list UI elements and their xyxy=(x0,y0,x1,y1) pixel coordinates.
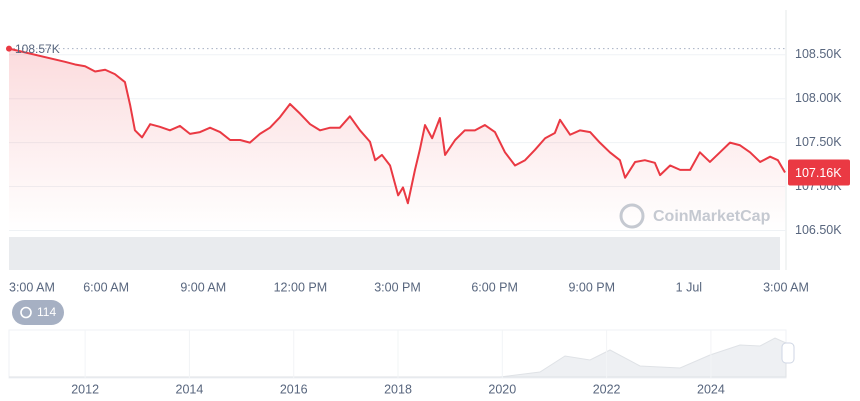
y-tick-label: 107.50K xyxy=(795,135,842,149)
y-tick-label: 108.50K xyxy=(795,47,842,61)
overview-year-label: 2016 xyxy=(280,382,308,396)
watermark-logo xyxy=(619,203,645,229)
badge-bg xyxy=(12,300,64,325)
x-tick-label: 9:00 PM xyxy=(568,280,615,294)
plot xyxy=(8,47,786,231)
overview-year-label: 2020 xyxy=(488,382,516,396)
overview-year-label: 2022 xyxy=(593,382,621,396)
badge-count: 114 xyxy=(37,305,56,319)
x-tick-label: 3:00 AM xyxy=(763,280,809,294)
watermark: CoinMarketCap xyxy=(653,208,771,225)
y-tick-label: 106.50K xyxy=(795,223,842,237)
x-tick-label: 6:00 PM xyxy=(471,280,518,294)
start-label: 108.57K xyxy=(15,42,60,56)
x-tick-label: 3:00 PM xyxy=(374,280,421,294)
price-line xyxy=(8,47,786,205)
overview-area xyxy=(9,337,787,378)
area xyxy=(9,48,786,231)
x-tick-label: 9:00 AM xyxy=(180,280,226,294)
overview-handle[interactable] xyxy=(781,342,795,364)
x-tick-label: 1 Jul xyxy=(676,280,702,294)
overview-year-label: 2018 xyxy=(384,382,412,396)
current-price-bg xyxy=(788,159,850,186)
x-tick-label: 6:00 AM xyxy=(83,280,129,294)
overview-year-label: 2014 xyxy=(176,382,204,396)
x-tick-label: 3:00 AM xyxy=(9,280,55,294)
history-badge[interactable]: 114 xyxy=(12,300,64,325)
current-price-label: 107.16K xyxy=(795,166,842,180)
clock-icon xyxy=(20,306,32,319)
volume-area xyxy=(9,237,780,270)
x-tick-label: 12:00 PM xyxy=(274,280,328,294)
y-tick-label: 108.00K xyxy=(795,91,842,105)
overview-year-label: 2012 xyxy=(71,382,99,396)
overview-year-label: 2024 xyxy=(697,382,725,396)
start-dot xyxy=(6,45,12,52)
